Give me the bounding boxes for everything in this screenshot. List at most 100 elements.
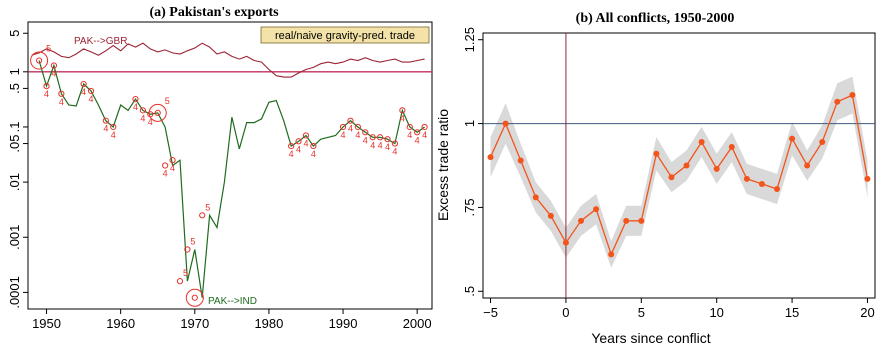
x-tick-label: 20 [860,305,874,320]
event-label: 4 [370,140,375,150]
x-tick-label: 2000 [403,316,432,331]
event-marker [154,109,161,116]
y-tick-label: 1 [462,120,477,127]
data-point [819,139,826,146]
data-point [593,206,600,213]
panel-a-plot-frame [27,21,433,310]
event-label: 4 [400,113,405,123]
y-tick-label: .01 [7,173,22,191]
event-label: 4 [303,138,308,148]
data-point [713,165,720,172]
panel-b-all-conflicts: (b) All conflicts, 1950-2000 .5.7511.25 … [435,11,876,346]
panel-a-pakistan-exports: (a) Pakistan's exports 5 1 .5 .1 .05 .01 .001.… [7,5,433,331]
y-tick-label: .001 [7,225,22,250]
event-marker [354,123,361,131]
panel-b-x-axis-label: Years since conflict [591,330,710,346]
x-tick-label: 15 [785,305,799,320]
event-marker [58,90,65,97]
event-marker [43,83,50,90]
event-marker [391,140,399,147]
x-tick-label: 1990 [329,316,358,331]
data-point [683,162,690,169]
panel-b-points [487,92,871,258]
event-marker [169,157,176,164]
data-point [502,120,509,127]
data-point [758,180,765,187]
event-marker [302,132,310,139]
event-label: 4 [133,102,138,112]
event-marker [414,129,421,136]
event-marker [288,142,295,150]
data-point [653,150,660,157]
event-label: 4 [385,142,390,152]
event-label: 5 [165,96,170,106]
event-label: 4 [148,117,153,127]
event-label: 4 [392,147,397,157]
data-point [547,212,554,219]
event-label: 5 [183,268,188,278]
event-marker [162,162,169,169]
x-tick-label: −5 [483,305,498,320]
x-tick-label: 1960 [106,316,135,331]
data-point [849,92,856,99]
data-point [668,174,675,181]
event-label: 4 [378,140,383,150]
event-marker [102,117,109,124]
event-marker [110,123,117,131]
event-highlight-circle [30,51,49,70]
x-tick-label: 1980 [254,316,283,331]
event-label: 4 [311,149,316,159]
event-label: 4 [363,135,368,145]
data-point [774,185,780,192]
y-tick-label: 1.25 [462,27,477,52]
event-marker [295,138,302,145]
y-tick-label: .5 [7,83,22,94]
data-point [517,157,524,164]
event-marker [399,107,406,114]
confidence-band [490,76,868,268]
panel-b-y-axis: .5 .75 1 1.25 [462,27,483,297]
event-label: 5 [190,236,195,246]
data-point [804,162,811,169]
event-marker [406,123,413,131]
data-point [743,175,750,182]
event-marker [191,294,198,301]
x-tick-label: 1950 [32,316,61,331]
event-label: 4 [163,169,168,179]
data-point [789,135,796,142]
event-highlight-circle [148,103,167,122]
legend-box [260,26,430,44]
event-label: 4 [355,130,360,140]
y-tick-label: 1 [7,68,22,75]
series-label-pak-ind: PAK-->IND [208,296,257,307]
event-marker [139,107,146,114]
event-label: 4 [140,113,145,123]
series-line-excess-trade [489,94,869,257]
event-marker [184,246,191,253]
event-highlight-circle [185,288,204,307]
event-label: 4 [81,87,86,97]
event-marker [369,134,376,141]
event-marker [362,129,369,136]
legend-text: real/naive gravity-pred. trade [275,30,415,42]
panel-a-x-axis: 1950 1960 1970 1980 1990 2000 [32,309,432,331]
data-point [834,98,841,105]
panel-b-title: (b) All conflicts, 1950-2000 [576,11,735,26]
event-label: 5 [46,44,51,54]
event-label: 4 [422,130,427,140]
data-point [864,175,871,182]
data-point [578,217,584,224]
event-marker [377,134,384,141]
event-marker [80,80,87,88]
data-point [698,139,705,146]
data-point [623,217,630,224]
event-label: 4 [170,163,175,173]
data-point [532,194,539,201]
event-label: 4 [407,130,412,140]
y-tick-label: .75 [462,198,477,216]
y-tick-label: 5 [7,30,22,37]
event-marker [310,142,317,150]
event-label: 4 [289,149,294,159]
